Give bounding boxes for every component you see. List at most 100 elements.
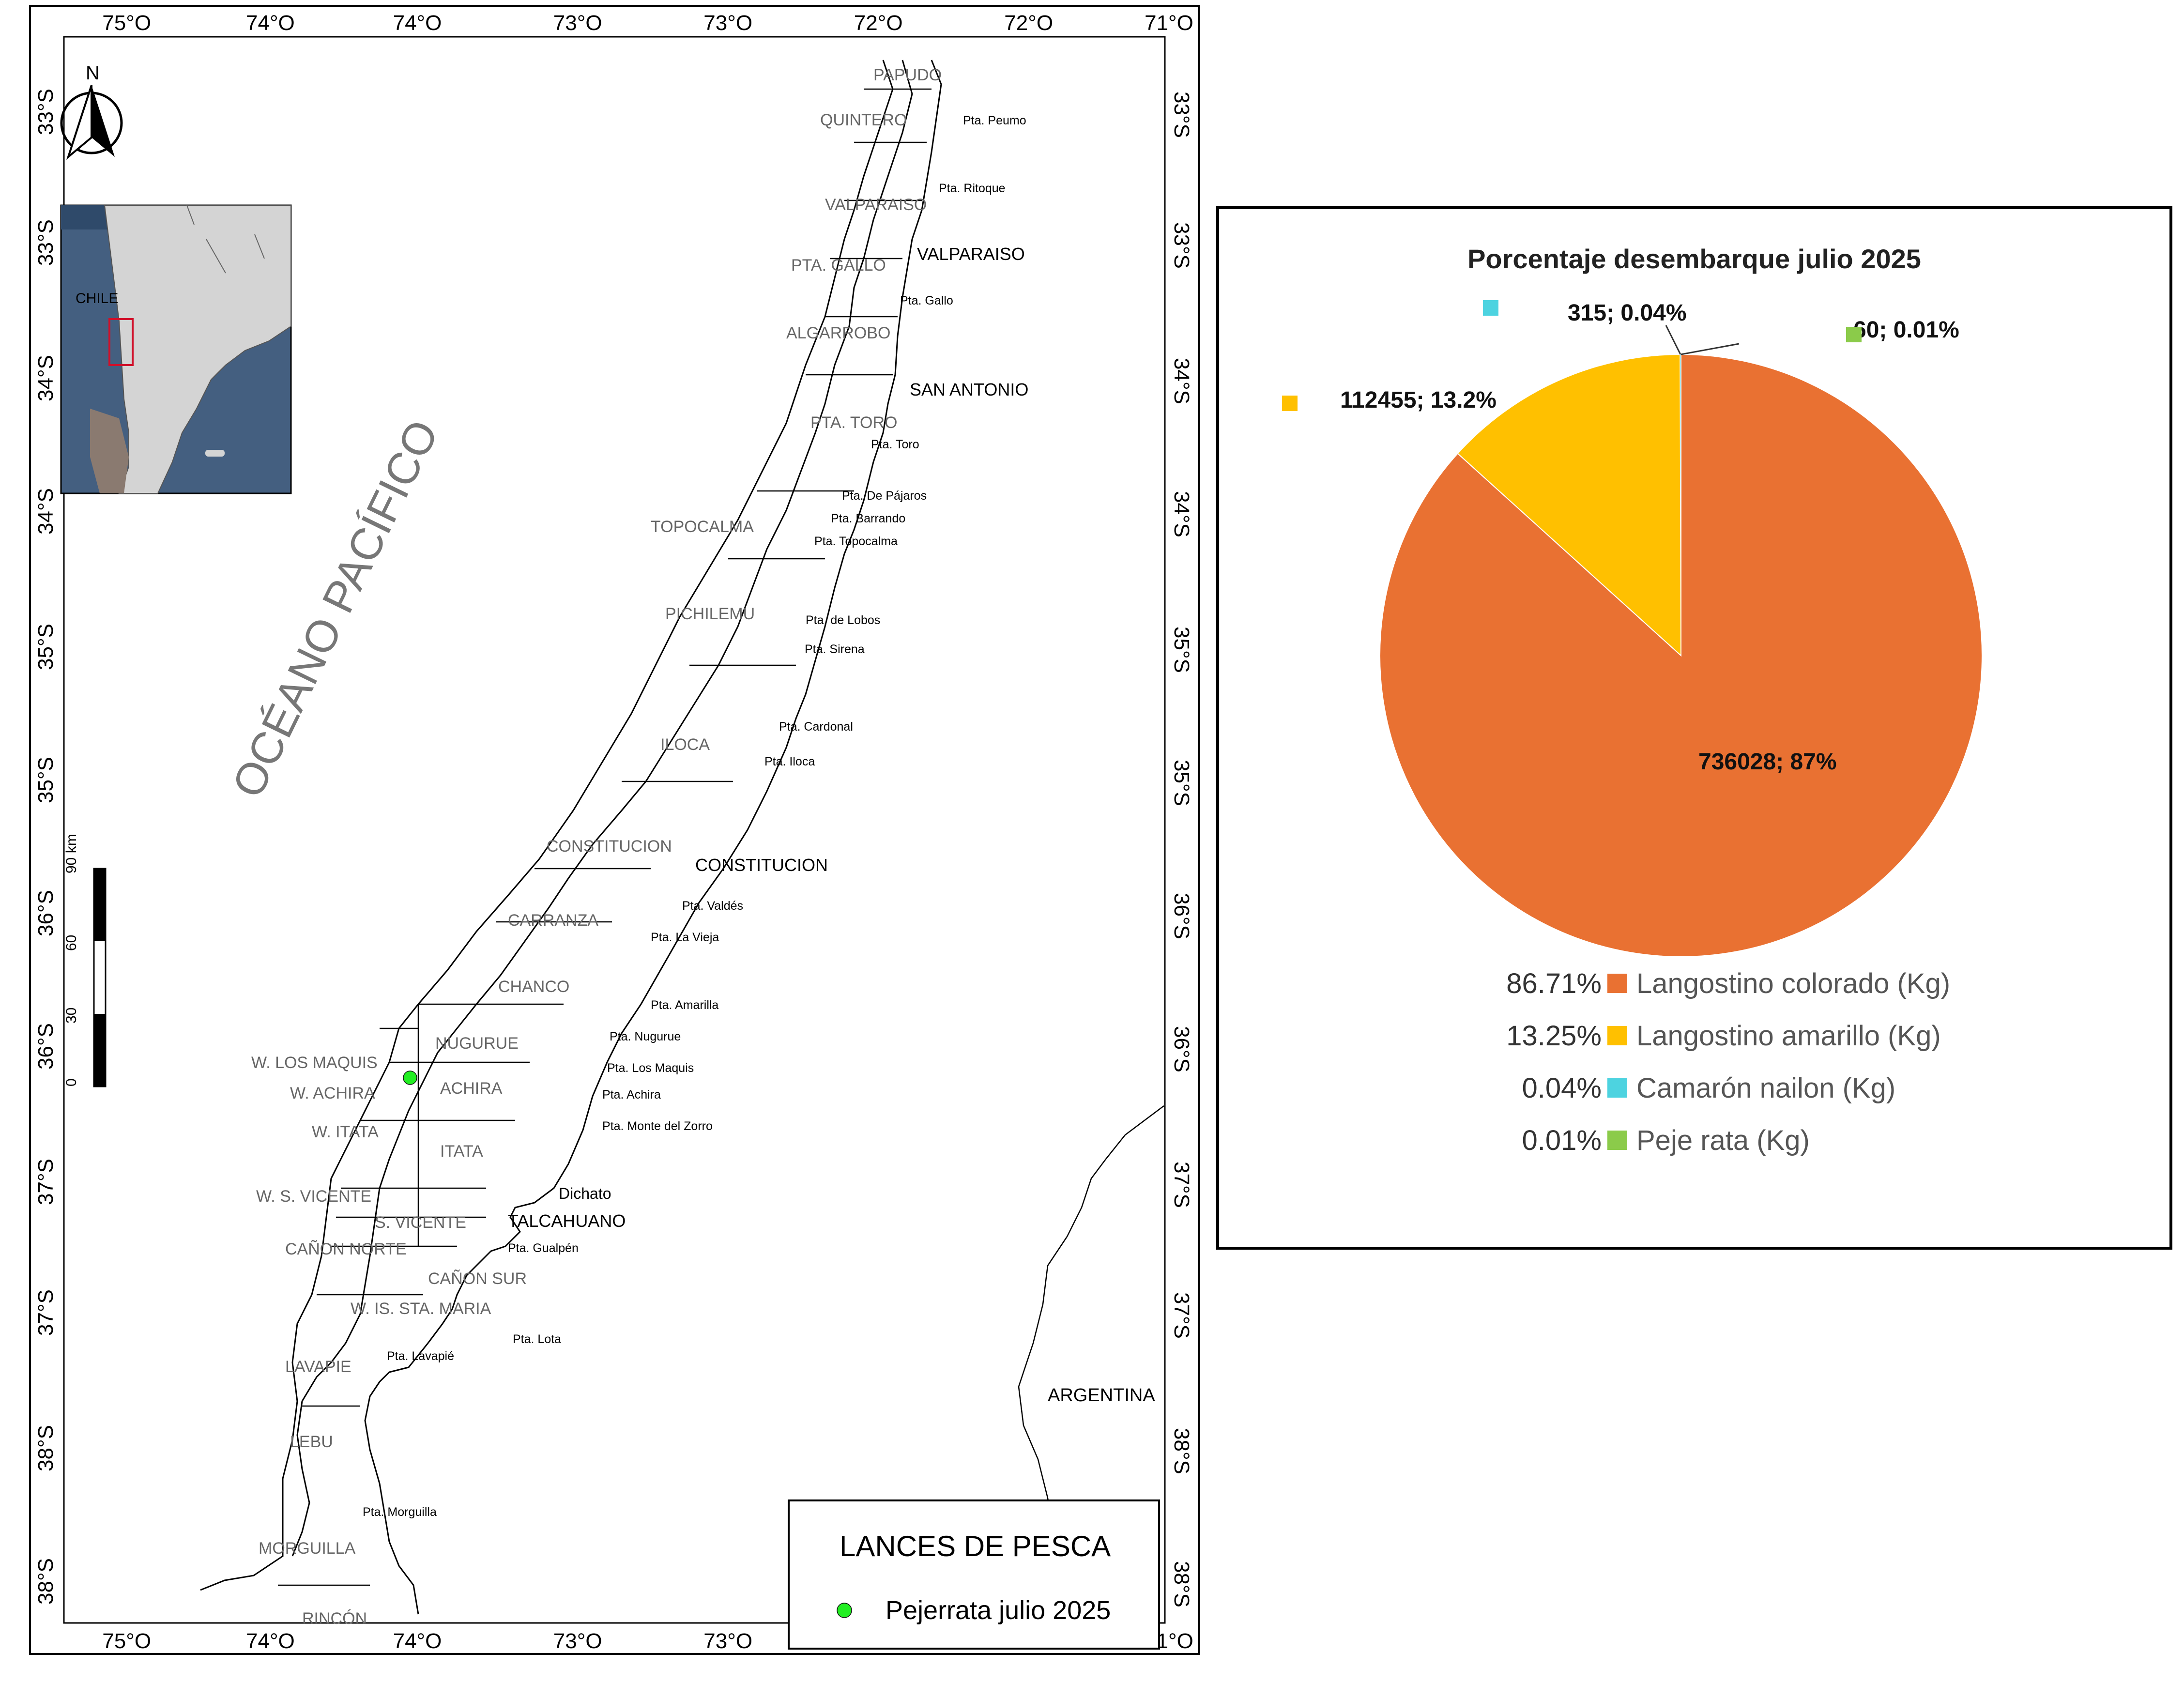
bottom-tick-label: 73°O	[553, 1629, 602, 1653]
left-tick-label: 38°S	[34, 1425, 58, 1471]
right-tick-label: 37°S	[1170, 1292, 1193, 1339]
left-tick-label: 34°S	[34, 355, 58, 401]
pie-slice	[1379, 353, 1983, 957]
legend-entry: 86.71% Langostino colorado (Kg)	[1490, 957, 1950, 1010]
top-tick-label: 75°O	[102, 11, 151, 35]
pie-data-label: 736028; 87%	[1698, 749, 1837, 775]
scale-label-0: 0	[63, 1078, 79, 1086]
left-tick-label: 33°S	[34, 219, 58, 266]
place-label-pta-peumo: Pta. Peumo	[963, 114, 1026, 127]
pie-chart: 736028; 87% 112455; 13.2% 315; 0.04% 60; 0.…	[1282, 300, 1983, 957]
zone-label-algarrobo: ALGARROBO	[786, 324, 890, 342]
zone-label-morguilla: MORGUILLA	[259, 1539, 356, 1558]
map-legend-marker	[837, 1603, 852, 1618]
north-arrow-icon	[60, 85, 123, 160]
place-label-pta-monte-del-zorro: Pta. Monte del Zorro	[602, 1119, 713, 1133]
map-panel: 75°O 74°O 74°O 73°O 73°O 72°O 72°O 71°O 75°O 74°…	[29, 5, 1200, 1655]
legend-entry: 0.04% Camarón nailon (Kg)	[1490, 1062, 1950, 1114]
map-legend-item: Pejerrata julio 2025	[886, 1596, 1111, 1625]
legend-percent: 0.04%	[1522, 1072, 1602, 1104]
city-label-san-antonio: SAN ANTONIO	[910, 380, 1028, 399]
haul-point	[403, 1071, 417, 1085]
place-label-pta-barrando: Pta. Barrando	[831, 512, 905, 525]
zone-label-s-vicente: S. VICENTE	[375, 1213, 466, 1232]
legend-swatch	[1607, 974, 1627, 993]
zone-label-w-itata: W. ITATA	[312, 1123, 379, 1141]
city-label-talcahuano: TALCAHUANO	[508, 1211, 626, 1231]
legend-name: Langostino amarillo (Kg)	[1636, 1020, 1941, 1052]
left-tick-label: 37°S	[34, 1289, 58, 1336]
right-tick-label: 37°S	[1170, 1162, 1193, 1208]
zone-label-w-achira: W. ACHIRA	[290, 1084, 375, 1102]
place-label-pta-los-maquis: Pta. Los Maquis	[607, 1061, 694, 1075]
zone-label-pta-toro: PTA. TORO	[810, 413, 897, 432]
place-label-dichato: Dichato	[559, 1185, 611, 1202]
map-canvas: 75°O 74°O 74°O 73°O 73°O 72°O 72°O 71°O 75°O 74°…	[34, 11, 1193, 1653]
city-label-constitucion: CONSTITUCION	[695, 855, 828, 875]
map-legend: LANCES DE PESCA Pejerrata julio 2025	[788, 1499, 1160, 1650]
place-label-pta-nugurue: Pta. Nugurue	[610, 1030, 681, 1043]
place-label-pta-gallo: Pta. Gallo	[900, 294, 953, 307]
pie-label-swatch	[1282, 396, 1298, 411]
zone-label-nugurue: NUGURUE	[435, 1034, 519, 1053]
place-label-pta-ritoque: Pta. Ritoque	[939, 182, 1006, 195]
place-label-pta-cardonal: Pta. Cardonal	[779, 720, 853, 734]
right-tick-label: 33°S	[1170, 222, 1193, 269]
outer-boundary	[200, 60, 894, 1591]
inset-label-chile: CHILE	[76, 291, 118, 306]
place-labels: Pta. Peumo Pta. Ritoque Pta. Gallo Pta. …	[363, 114, 1026, 1519]
leader-line	[1680, 343, 1740, 355]
zone-label-w-is-sta-maria: W. IS. STA. MARIA	[351, 1300, 491, 1318]
chart-panel: Porcentaje desembarque julio 2025 736028…	[1216, 206, 2172, 1250]
zone-label-lebu: LEBU	[290, 1433, 333, 1451]
place-label-pta-lota: Pta. Lota	[513, 1332, 561, 1346]
right-tick-label: 33°S	[1170, 92, 1193, 138]
right-tick-label: 38°S	[1170, 1561, 1193, 1607]
left-tick-label: 38°S	[34, 1558, 58, 1605]
pie-data-label: 112455; 13.2%	[1340, 387, 1497, 413]
place-label-pta-topocalma: Pta. Topocalma	[814, 535, 898, 548]
pie-label-swatch	[1483, 300, 1498, 316]
left-tick-label: 33°S	[34, 89, 58, 135]
bottom-tick-label: 73°O	[703, 1629, 752, 1653]
map-inner-border	[63, 36, 1166, 1624]
right-tick-label: 34°S	[1170, 491, 1193, 537]
legend-swatch	[1607, 1026, 1627, 1045]
zone-label-iloca: ILOCA	[660, 735, 710, 754]
legend-percent: 13.25%	[1506, 1020, 1602, 1052]
pie-data-label: 60; 0.01%	[1853, 317, 1959, 343]
pie-slice	[1457, 353, 1682, 657]
legend-swatch	[1607, 1078, 1627, 1098]
place-label-pta-iloca: Pta. Iloca	[764, 755, 815, 768]
legend-name: Camarón nailon (Kg)	[1636, 1072, 1896, 1104]
bottom-tick-label: 74°O	[246, 1629, 295, 1653]
right-tick-label: 36°S	[1170, 1026, 1193, 1072]
city-labels: VALPARAISO SAN ANTONIO CONSTITUCION TALC…	[508, 244, 1028, 1231]
scale-label-90: 90 km	[63, 834, 79, 873]
left-tick-label: 35°S	[34, 757, 58, 803]
pie-data-label: 315; 0.04%	[1568, 300, 1687, 326]
top-tick-labels: 75°O 74°O 74°O 73°O 73°O 72°O 72°O 71°O	[102, 11, 1193, 35]
legend-swatch	[1607, 1131, 1627, 1150]
zone-labels: PAPUDO QUINTERO VALPARAISO PTA. GALLO AL…	[251, 66, 942, 1628]
zone-label-constitucion: CONSTITUCION	[547, 837, 672, 856]
place-label-pta-gualpen: Pta. Gualpén	[508, 1241, 579, 1255]
legend-percent: 0.01%	[1522, 1124, 1602, 1156]
pie-label-swatch	[1846, 327, 1862, 342]
zone-label-itata: ITATA	[440, 1142, 483, 1161]
top-tick-label: 73°O	[703, 11, 752, 35]
legend-percent: 86.71%	[1506, 967, 1602, 999]
zone-label-papudo: PAPUDO	[873, 66, 942, 84]
place-label-pta-toro: Pta. Toro	[871, 438, 919, 451]
scale-label-30: 30	[63, 1008, 79, 1024]
right-tick-label: 35°S	[1170, 760, 1193, 806]
zone-label-pta-gallo: PTA. GALLO	[791, 256, 886, 275]
left-tick-labels: 33°S 33°S 34°S 34°S 35°S 35°S 36°S 36°S 37°S 37°S…	[34, 89, 58, 1605]
right-tick-labels: 33°S 33°S 34°S 34°S 35°S 35°S 36°S 36°S 37°S 37°S…	[1170, 92, 1193, 1607]
top-tick-label: 72°O	[854, 11, 903, 35]
country-label-argentina: ARGENTINA	[1048, 1385, 1155, 1406]
place-label-pta-achira: Pta. Achira	[602, 1088, 661, 1101]
coastline	[364, 60, 942, 1615]
zone-dividers	[278, 88, 932, 1586]
place-label-pta-lavapie: Pta. Lavapié	[387, 1349, 454, 1363]
